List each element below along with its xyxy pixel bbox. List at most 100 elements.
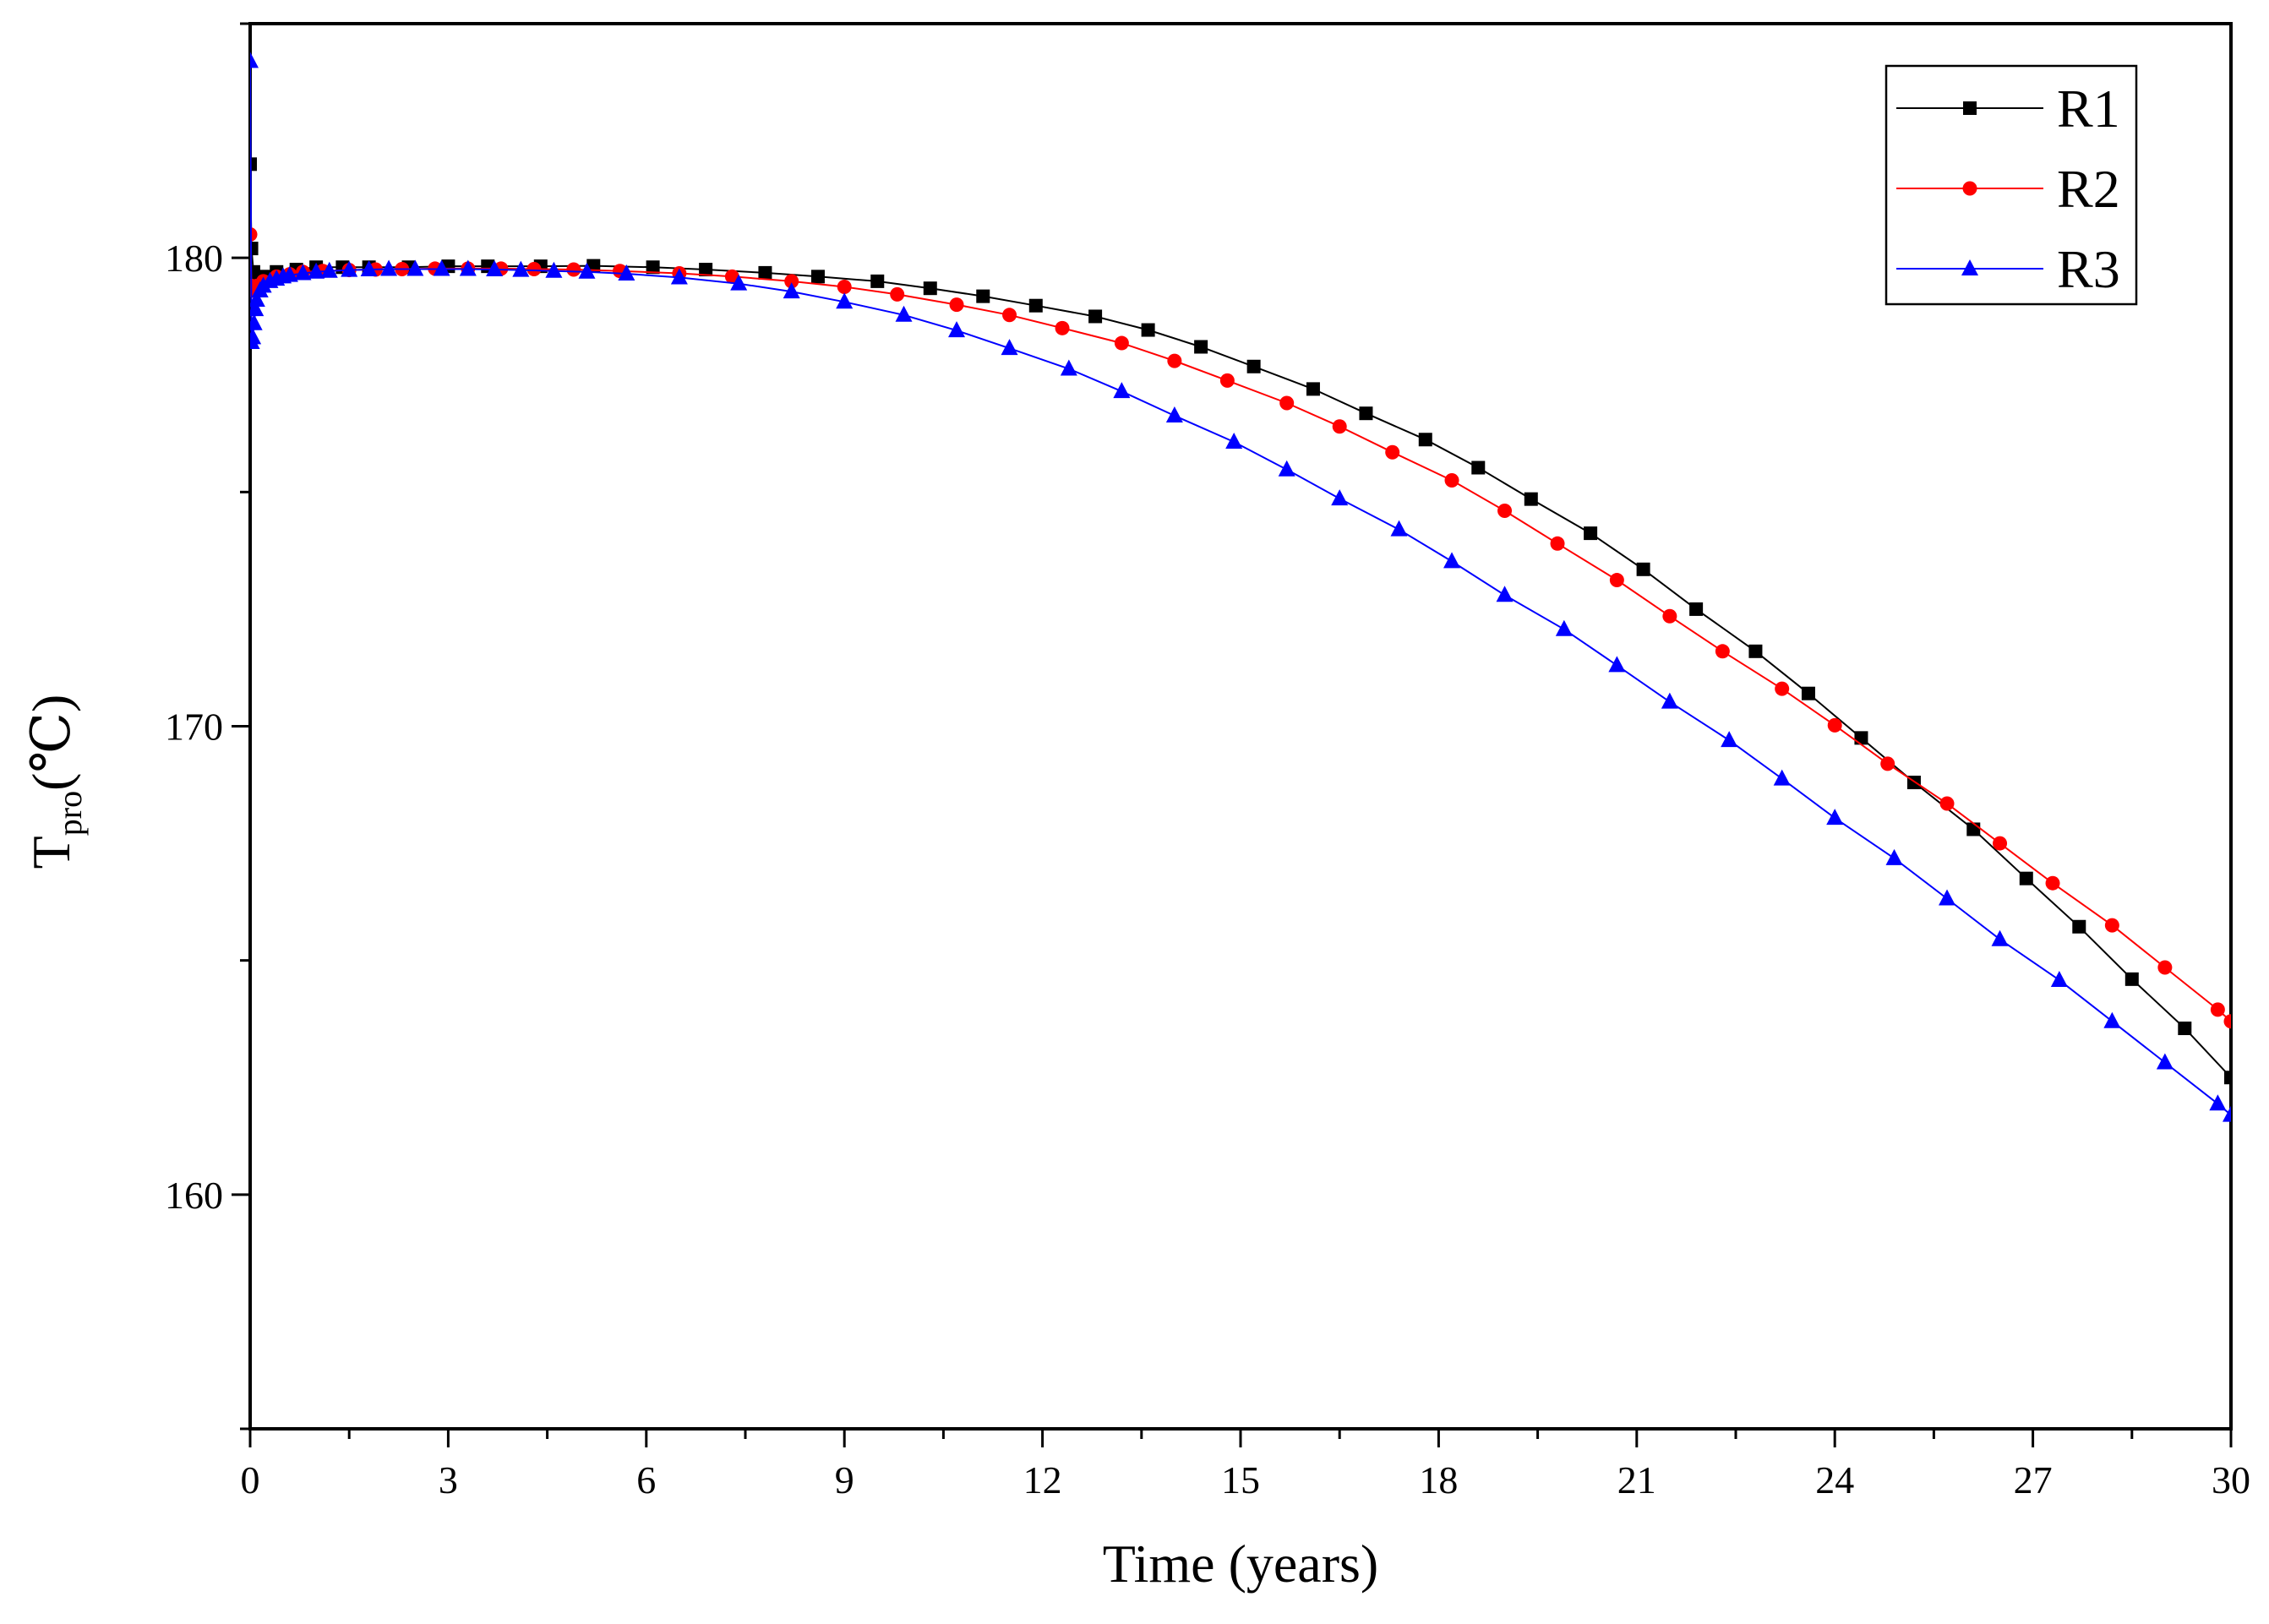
y-tick-label: 170 — [165, 706, 223, 749]
data-point-r3 — [1991, 929, 2009, 946]
data-point-r2 — [566, 262, 581, 277]
data-point-r2 — [2210, 1002, 2225, 1017]
data-point-r3 — [1885, 848, 1903, 865]
data-point-r3 — [406, 259, 424, 276]
data-point-r3 — [341, 260, 358, 277]
data-point-r2 — [1662, 608, 1677, 624]
data-point-r3 — [360, 260, 378, 277]
data-point-r1 — [2124, 972, 2139, 986]
data-point-r3 — [1721, 731, 1738, 748]
data-point-r2 — [1444, 472, 1459, 488]
data-point-r2 — [1055, 320, 1070, 335]
data-point-r1 — [1246, 359, 1261, 373]
data-point-r3 — [1278, 460, 1295, 477]
series-r3 — [250, 52, 2231, 1122]
data-point-r1 — [1088, 309, 1103, 324]
legend-marker — [1961, 259, 1978, 275]
x-tick-label: 24 — [1815, 1458, 1854, 1501]
data-point-r3 — [486, 260, 504, 277]
data-point-r2 — [2223, 1014, 2231, 1029]
data-point-r1 — [2072, 919, 2086, 934]
data-point-r1 — [810, 270, 825, 284]
data-point-r2 — [1167, 353, 1182, 368]
data-point-r1 — [1524, 492, 1538, 506]
data-point-r3 — [1001, 339, 1018, 356]
data-point-r1 — [1854, 731, 1868, 745]
x-axis-ticks: 0 3 6 9 12 15 18 21 24 27 30 — [241, 1429, 2250, 1501]
data-point-r1 — [1141, 323, 1155, 337]
data-point-r2 — [1385, 444, 1400, 460]
data-point-r1 — [1689, 602, 1704, 616]
data-point-r2 — [837, 280, 852, 295]
data-point-r3 — [1113, 382, 1131, 399]
data-point-r3 — [294, 264, 312, 281]
legend-marker — [1963, 101, 1977, 115]
data-point-r2 — [1219, 373, 1235, 388]
data-point-r2 — [1497, 504, 1513, 519]
data-point-r3 — [1661, 692, 1678, 709]
data-point-r1 — [1584, 526, 1598, 541]
x-tick-label: 0 — [241, 1458, 260, 1501]
data-point-r3 — [459, 259, 477, 276]
legend: R1 R2 R3 — [1884, 64, 2138, 306]
data-point-r1 — [1748, 644, 1763, 658]
series-layer — [250, 52, 2231, 1122]
x-tick-label: 21 — [1617, 1458, 1656, 1501]
data-point-r1 — [2178, 1022, 2192, 1036]
data-point-r3 — [512, 260, 530, 277]
x-tick-label: 9 — [835, 1458, 854, 1501]
x-tick-label: 12 — [1023, 1458, 1062, 1501]
data-point-r1 — [1966, 822, 1981, 837]
data-point-r2 — [949, 297, 964, 313]
data-point-r3 — [948, 321, 966, 338]
data-point-r1 — [699, 263, 713, 277]
data-point-r3 — [1225, 433, 1243, 450]
data-point-r2 — [1880, 756, 1895, 771]
data-point-r3 — [250, 328, 262, 345]
data-point-r2 — [1775, 681, 1790, 696]
y-axis-title-sub: pro — [51, 791, 89, 836]
x-tick-label: 18 — [1419, 1458, 1458, 1501]
legend-entries: R1 R2 R3 — [1896, 79, 2120, 299]
legend-entry-r1: R1 — [1896, 79, 2120, 139]
data-point-r3 — [320, 261, 338, 278]
legend-entry-r3: R3 — [1896, 239, 2120, 299]
data-point-r1 — [870, 274, 885, 288]
data-point-r3 — [545, 261, 563, 278]
data-point-r3 — [2223, 1105, 2231, 1122]
x-tick-label: 6 — [636, 1458, 656, 1501]
data-point-r3 — [1443, 552, 1461, 569]
legend-label: R1 — [2057, 79, 2120, 139]
data-point-r2 — [1550, 536, 1565, 551]
data-point-r1 — [1801, 686, 1815, 700]
data-point-r3 — [1390, 520, 1408, 537]
data-point-r3 — [783, 282, 800, 299]
data-point-r3 — [1939, 889, 1956, 906]
data-point-r1 — [1636, 562, 1650, 576]
data-point-r1 — [1418, 433, 1432, 447]
x-tick-label: 27 — [2014, 1458, 2053, 1501]
data-point-r3 — [1331, 489, 1349, 506]
data-point-r3 — [1826, 809, 1844, 826]
y-axis-ticks: 160 170 180 — [165, 22, 250, 1431]
y-axis-title-unit: (℃) — [21, 695, 81, 791]
x-tick-label: 3 — [439, 1458, 458, 1501]
data-point-r2 — [2104, 918, 2119, 933]
data-point-r3 — [308, 262, 325, 279]
data-point-r2 — [526, 261, 542, 276]
data-point-r1 — [250, 264, 260, 279]
data-point-r2 — [784, 274, 799, 289]
data-point-r3 — [670, 268, 688, 285]
data-point-r3 — [250, 313, 263, 330]
legend-label: R2 — [2057, 159, 2120, 219]
data-point-r2 — [1939, 796, 1955, 811]
data-point-r1 — [1028, 298, 1043, 313]
data-point-r3 — [250, 52, 259, 68]
y-axis-title: Tpro(℃) — [21, 695, 89, 869]
data-point-r1 — [1194, 340, 1208, 354]
data-point-r3 — [281, 265, 298, 282]
y-tick-label: 160 — [165, 1174, 223, 1217]
data-point-r1 — [923, 281, 937, 296]
data-point-r1 — [2224, 1071, 2231, 1085]
